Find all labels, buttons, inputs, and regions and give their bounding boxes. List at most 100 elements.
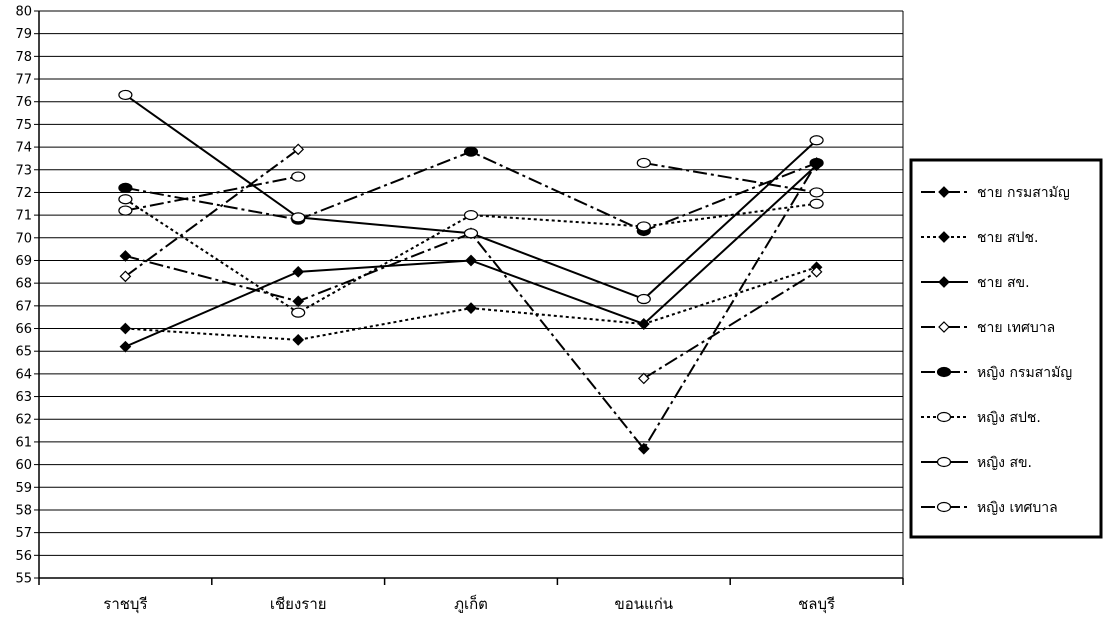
data-point <box>809 198 824 209</box>
y-tick-label: 69 <box>15 254 32 269</box>
y-tick-label: 67 <box>15 299 32 314</box>
data-point <box>636 293 651 305</box>
data-point <box>292 265 305 278</box>
data-point <box>119 340 132 353</box>
x-tick-label: ชลบุรี <box>798 595 835 614</box>
data-point <box>809 135 824 146</box>
y-tick-label: 59 <box>15 481 32 496</box>
y-tick-label: 72 <box>15 186 32 201</box>
legend-marker <box>936 366 952 378</box>
data-point <box>637 372 650 385</box>
axes: 55 56 57 58 59 60 61 62 63 64 65 66 67 68 69 70 71 72 73 74… <box>15 5 904 614</box>
legend-entry: หญิง สปช. <box>921 410 1041 426</box>
data-point <box>465 254 477 267</box>
data-point <box>292 295 305 308</box>
y-tick-label: 74 <box>15 141 32 156</box>
data-point <box>118 182 133 194</box>
legend-marker <box>936 456 952 468</box>
x-tick-label: ภูเก็ต <box>454 594 488 613</box>
legend-marker <box>938 276 950 288</box>
legend-entry: หญิง สข. <box>921 455 1032 471</box>
data-point <box>119 322 132 335</box>
legend-marker <box>938 231 950 243</box>
y-tick-label: 56 <box>15 549 32 564</box>
y-tick-label: 78 <box>15 50 32 65</box>
data-point <box>809 187 824 198</box>
y-tick-label: 60 <box>15 458 32 473</box>
legend-marker <box>936 501 952 513</box>
series-3 <box>119 159 823 353</box>
data-point <box>463 210 479 221</box>
y-tick-label: 76 <box>15 95 32 110</box>
legend-marker <box>936 411 952 423</box>
gridlines <box>39 10 904 578</box>
legend-label: หญิง สข. <box>977 455 1032 471</box>
series-8 <box>118 157 824 216</box>
series-6 <box>118 194 824 318</box>
legend-label: ชาย สปช. <box>977 230 1038 246</box>
legend-label: ชาย เทศบาล <box>977 320 1055 336</box>
data-point <box>118 205 133 216</box>
legend-entry: ชาย กรมสามัญ <box>921 185 1070 201</box>
data-point <box>118 89 133 101</box>
y-tick-label: 80 <box>15 5 32 20</box>
series-line <box>125 175 299 212</box>
series-line <box>124 94 818 301</box>
y-tick-label: 66 <box>15 322 32 337</box>
data-point <box>636 157 651 169</box>
legend-marker <box>938 186 950 198</box>
data-point <box>810 265 823 278</box>
legend-label: หญิง สปช. <box>977 410 1041 426</box>
legend-label: ชาย กรมสามัญ <box>977 185 1070 201</box>
series-4 <box>119 143 823 385</box>
data-point <box>291 307 306 318</box>
y-tick-label: 68 <box>15 277 32 292</box>
y-tick-label: 73 <box>15 163 32 178</box>
legend-entry: ชาย เทศบาล <box>921 320 1055 336</box>
legend-entry: หญิง เทศบาล <box>921 500 1058 516</box>
series-line <box>124 198 817 314</box>
series-line <box>643 270 818 380</box>
series-line <box>125 162 818 451</box>
data-point <box>637 442 650 455</box>
legend-label: หญิง เทศบาล <box>977 500 1058 516</box>
y-tick-label: 65 <box>15 345 32 360</box>
y-tick-label: 64 <box>15 367 32 382</box>
data-point <box>291 171 306 182</box>
legend-entry: ชาย สปช. <box>921 230 1038 246</box>
series-line <box>124 148 299 278</box>
data-point <box>463 146 479 157</box>
data-point <box>636 221 651 232</box>
x-tick-label: ขอนแก่น <box>615 595 674 613</box>
y-tick-label: 71 <box>15 209 32 224</box>
y-tick-label: 75 <box>15 118 32 133</box>
legend-label: หญิง กรมสามัญ <box>977 365 1072 381</box>
legend-label: ชาย สข. <box>977 275 1030 291</box>
y-tick-label: 79 <box>15 27 32 42</box>
y-tick-label: 63 <box>15 390 32 405</box>
x-tick-label: ราชบุรี <box>103 595 147 614</box>
data-point <box>291 212 306 223</box>
data-point <box>637 318 650 330</box>
legend-entry: ชาย สข. <box>921 275 1030 291</box>
data-point <box>292 143 305 156</box>
data-point <box>463 228 479 239</box>
legend-marker <box>938 321 950 333</box>
y-tick-label: 70 <box>15 231 32 246</box>
data-point <box>809 157 824 169</box>
x-tick-label: เชียงราย <box>270 595 327 613</box>
series-7 <box>118 89 824 305</box>
y-tick-label: 77 <box>15 73 32 88</box>
series-lines <box>118 89 824 455</box>
y-tick-label: 57 <box>15 526 32 541</box>
y-tick-label: 55 <box>15 572 32 587</box>
legend-box <box>909 158 1103 539</box>
legend-entry: หญิง กรมสามัญ <box>921 365 1072 381</box>
y-tick-label: 62 <box>15 413 32 428</box>
data-point <box>292 334 305 346</box>
data-point <box>119 250 132 262</box>
data-point <box>465 302 477 314</box>
data-point <box>119 270 132 283</box>
